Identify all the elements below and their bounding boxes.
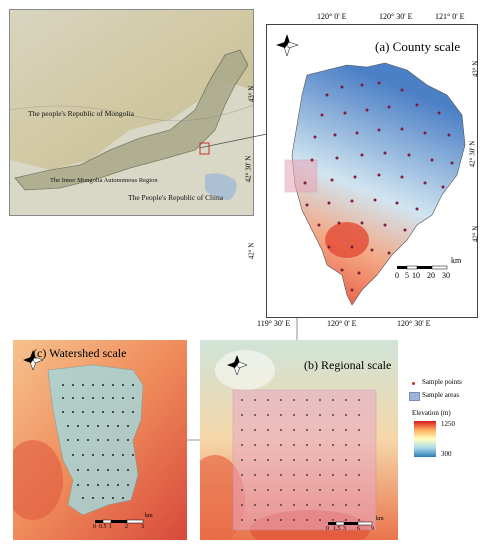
regional-title: (b) Regional scale — [304, 358, 392, 372]
watershed-scale-label-3: 3 — [141, 524, 144, 530]
watershed-scale-unit: km — [145, 513, 153, 519]
sample-point-symbol — [412, 382, 415, 385]
county-panel: (a) County scale 120° 0' E 120° 30' E 12… — [244, 12, 480, 328]
watershed-scale-label-2: 2 — [125, 524, 128, 530]
watershed-scale-label-1: 1 — [109, 524, 112, 530]
legend: Sample points Sample areas Elevation (m)… — [404, 378, 489, 468]
regional-scalebar — [328, 521, 373, 526]
county-scale-label-20: 20 — [427, 271, 435, 280]
county-top-tick-1: 120° 0' E — [317, 12, 347, 21]
county-scale-unit: km — [451, 256, 462, 265]
inner-mongolia-label: The Inner Mongolia Autonomous Region — [50, 177, 158, 184]
china-label: The People's Republic of China — [128, 193, 224, 202]
county-left-tick-3: 42° N — [247, 242, 256, 260]
watershed-scale-label-0: 0 — [93, 524, 96, 530]
mongolia-label: The people's Republic of Mongolia — [28, 109, 135, 118]
county-right-tick-3: 42° N — [471, 225, 480, 243]
county-left-tick-2: 42° 30' N — [244, 155, 253, 183]
legend-elevation-min: 300 — [441, 450, 452, 458]
regional-scale-label-0: 0 — [326, 526, 329, 532]
county-title: (a) County scale — [375, 39, 461, 54]
county-scalebar — [397, 265, 448, 270]
north-arrow-icon — [276, 34, 299, 57]
watershed-panel: (c) Watershed scale 0 0.5 1 2 3 km — [13, 340, 187, 540]
county-bottom-tick-1: 119° 30' E — [257, 319, 291, 328]
overview-map: The people's Republic of Mongolia The In… — [9, 9, 254, 216]
legend-elevation-title: Elevation (m) — [412, 409, 451, 417]
regional-scale-label-6: 6 — [357, 526, 360, 532]
inner-mongolia-region — [14, 49, 249, 191]
regional-sample-points — [241, 399, 360, 521]
regional-scale-unit: km — [376, 516, 384, 522]
legend-elevation-max: 1250 — [441, 420, 455, 428]
county-left-tick-1: 43° N — [247, 85, 256, 103]
county-scale-label-10: 10 — [412, 271, 420, 280]
watershed-scale-label-05: 0.5 — [99, 524, 107, 530]
county-sample-points — [303, 81, 454, 292]
regional-area-box — [284, 159, 318, 193]
watershed-scalebar — [95, 519, 144, 524]
regional-scale-label-3: 3 — [343, 526, 346, 532]
regional-scale-label-15: 1.5 — [333, 526, 341, 532]
north-arrow-icon — [227, 355, 248, 376]
county-right-tick-2: 42° 30' N — [468, 140, 477, 168]
study-area-marker — [199, 142, 210, 155]
county-bottom-tick-3: 120° 30' E — [397, 319, 431, 328]
sample-area-symbol — [409, 392, 420, 401]
county-scale-label-30: 30 — [442, 271, 450, 280]
county-right-tick-1: 43° N — [471, 60, 480, 78]
north-arrow-icon — [23, 350, 44, 371]
county-scale-label-0: 0 — [395, 271, 399, 280]
legend-sample-points: Sample points — [422, 378, 462, 386]
regional-sample-area — [232, 389, 377, 531]
county-bottom-tick-2: 120° 0' E — [327, 319, 357, 328]
legend-sample-areas: Sample areas — [422, 391, 460, 399]
watershed-sample-points — [62, 384, 134, 499]
regional-panel: (b) Regional scale 0 1.5 3 6 9 km — [200, 340, 398, 540]
watershed-title: (c) Watershed scale — [33, 346, 127, 360]
watershed-area — [47, 364, 144, 516]
elevation-color-ramp — [414, 421, 436, 457]
county-top-tick-2: 120° 30' E — [379, 12, 413, 21]
county-scale-label-5: 5 — [405, 271, 409, 280]
regional-scale-label-9: 9 — [371, 526, 374, 532]
county-top-tick-3: 121° 0' E — [435, 12, 465, 21]
